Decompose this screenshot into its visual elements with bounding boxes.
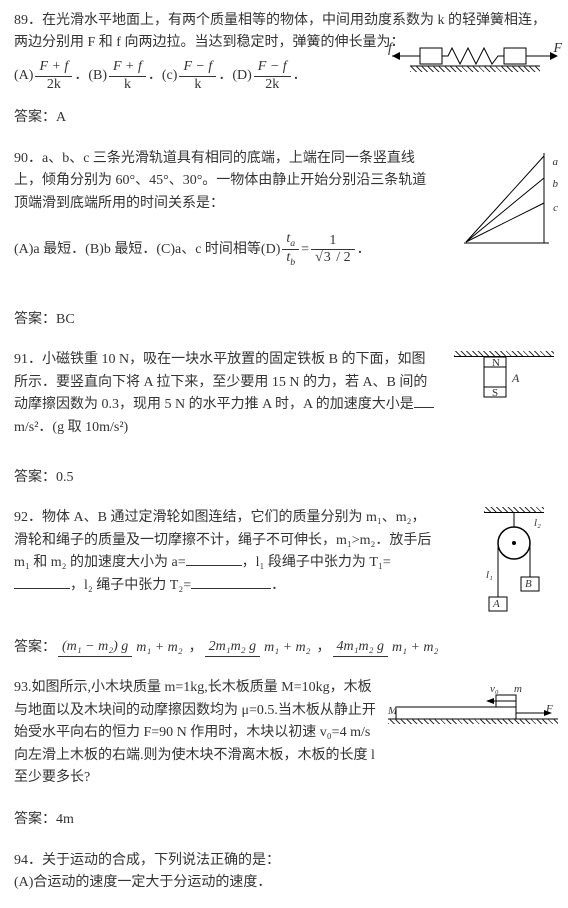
problem-94: 94．关于运动的合成，下列说法正确的是： (A)合运动的速度一定大于分运动的速度…	[14, 850, 554, 895]
q89-C-num: F − f	[179, 59, 216, 77]
q92-stem-2: ，l₁ 段绳子中张力为 T₁=	[242, 555, 391, 570]
q92-ans2-den: m₁ + m₂	[260, 640, 314, 657]
q94-stem: 94．关于运动的合成，下列说法正确的是：	[14, 850, 554, 872]
q89-D-frac: F − f 2k	[254, 59, 291, 94]
q92-blank-t2	[191, 575, 271, 589]
q89-C-label: (c)	[162, 65, 178, 87]
ground-hatch-icon-93	[388, 719, 558, 724]
q90-D-eq: =	[301, 239, 309, 261]
q90-D-rnum: 1	[311, 233, 355, 251]
q92-blank-a	[186, 552, 242, 566]
q92-fig-l2: l₂	[534, 515, 541, 533]
q89-A-tail: ．	[74, 65, 88, 87]
q91-blank	[414, 394, 434, 408]
q89-A-num: F + f	[35, 59, 72, 77]
q89-B-label: (B)	[88, 65, 107, 87]
problem-92: 92．物体 A、B 通过定滑轮如图连结，它们的质量分别为 m₁、m₂，滑轮和绳子…	[14, 507, 554, 659]
q89-options: (A) F + f 2k ． (B) F + f k ． (c) F − f k…	[14, 59, 394, 94]
magnet-icon	[454, 351, 554, 411]
q90-A: (A)a 最短．	[14, 239, 85, 261]
q91-stem-1: 91．小磁铁重 10 N，吸在一块水平放置的固定铁板 B 的下面，如图所示．要竖…	[14, 352, 427, 412]
q91-figure: N S A	[454, 351, 554, 411]
q92-stem: 92．物体 A、B 通过定滑轮如图连结，它们的质量分别为 m₁、m₂，滑轮和绳子…	[14, 507, 434, 597]
q91-fig-S: S	[492, 385, 498, 403]
q93-fig-v0: v₀	[490, 681, 499, 699]
q89-answer: 答案：A	[14, 107, 554, 129]
q89-fig-f: f	[388, 38, 392, 60]
q89-C-frac: F − f k	[179, 59, 216, 94]
q90-D-rden: √3 / 2	[311, 250, 355, 267]
q93-answer: 答案：4m	[14, 809, 554, 831]
q89-C-tail: ．	[218, 65, 232, 87]
q92-fig-l1: l₁	[486, 567, 493, 585]
q89-fig-F: F	[553, 38, 562, 60]
q90-D-lden: tb	[282, 250, 299, 269]
q94-A: (A)合运动的速度一定大于分运动的速度．	[14, 872, 554, 894]
q91-stem-2: m/s²．(g 取 10m/s²)	[14, 420, 128, 435]
q92-ans2-frac: 2m₁m₂ g m₁ + m₂	[205, 639, 315, 657]
q92-ans3-frac: 4m₁m₂ g m₁ + m₂	[333, 639, 443, 657]
ground-hatch-icon	[410, 66, 540, 72]
q93-figure: M v₀ m F	[388, 683, 558, 733]
q92-ans1-num: (m₁ − m₂) g	[58, 639, 132, 657]
q89-A-label: (A)	[14, 65, 33, 87]
q90-stem: 90．a、b、c 三条光滑轨道具有相同的底端，上端在同一条竖直线上，倾角分别为 …	[14, 148, 434, 215]
problem-90: 90．a、b、c 三条光滑轨道具有相同的底端，上端在同一条竖直线上，倾角分别为 …	[14, 148, 554, 332]
q91-answer: 答案：0.5	[14, 467, 554, 489]
q89-D-den: 2k	[254, 77, 291, 94]
spring-blocks-icon	[390, 46, 560, 80]
q89-A-frac: F + f 2k	[35, 59, 72, 94]
q92-ans3-num: 4m₁m₂ g	[333, 639, 388, 657]
q89-D-label: (D)	[232, 65, 251, 87]
q92-ans1-den: m₁ + m₂	[132, 640, 186, 657]
q92-answer-label: 答案：	[14, 637, 56, 659]
q93-stem: 93.如图所示,小木块质量 m=1kg,长木板质量 M=10kg，木板与地面以及…	[14, 677, 384, 789]
q92-ans1-frac: (m₁ − m₂) g m₁ + m₂	[58, 639, 187, 657]
q92-figure: l₂ l₁ A B	[474, 507, 554, 617]
q90-answer: 答案：BC	[14, 309, 554, 331]
q90-D-tail: ．	[357, 239, 371, 261]
q89-D-num: F − f	[254, 59, 291, 77]
q90-D-lfrac: ta tb	[282, 231, 299, 269]
q91-stem: 91．小磁铁重 10 N，吸在一块水平放置的固定铁板 B 的下面，如图所示．要竖…	[14, 349, 434, 439]
pulley-icon	[474, 507, 554, 617]
q93-fig-F: F	[546, 701, 553, 719]
q90-fig-a: a	[553, 154, 559, 172]
q89-B-den: k	[109, 77, 146, 94]
q90-D-rfrac: 1 √3 / 2	[311, 233, 355, 268]
problem-91: 91．小磁铁重 10 N，吸在一块水平放置的固定铁板 B 的下面，如图所示．要竖…	[14, 349, 554, 489]
q91-fig-A: A	[512, 369, 519, 388]
q93-fig-m: m	[514, 681, 522, 699]
q89-B-num: F + f	[109, 59, 146, 77]
q92-sep1: ，	[189, 637, 203, 659]
q92-stem-4: ．	[271, 578, 285, 593]
q89-B-frac: F + f k	[109, 59, 146, 94]
q92-stem-3: ，l₂ 绳子中张力 T₂=	[70, 578, 191, 593]
q92-ans3-den: m₁ + m₂	[388, 640, 442, 657]
q89-A-den: 2k	[35, 77, 72, 94]
q92-answer: 答案： (m₁ − m₂) g m₁ + m₂ ， 2m₁m₂ g m₁ + m…	[14, 637, 554, 659]
q89-D-tail: ．	[293, 65, 307, 87]
q92-fig-B: B	[525, 576, 532, 594]
q90-fig-b: b	[553, 176, 559, 194]
problem-89: 89．在光滑水平地面上，有两个质量相等的物体，中间用劲度系数为 k 的轻弹簧相连…	[14, 10, 554, 130]
q92-blank-t1	[14, 575, 70, 589]
problem-93: 93.如图所示,小木块质量 m=1kg,长木板质量 M=10kg，木板与地面以及…	[14, 677, 554, 831]
q92-fig-A: A	[493, 596, 500, 614]
q90-B: (B)b 最短．	[85, 239, 156, 261]
q90-figure: a b c	[454, 148, 554, 248]
incline-tracks-icon	[454, 148, 554, 248]
q91-fig-N: N	[492, 355, 500, 373]
q89-figure: f F	[390, 46, 560, 80]
q92-sep2: ，	[317, 637, 331, 659]
q93-fig-M: M	[388, 703, 397, 721]
board-block-icon	[388, 683, 558, 733]
q89-C-den: k	[179, 77, 216, 94]
q90-fig-c: c	[553, 200, 558, 218]
q90-D-lnum: ta	[282, 231, 299, 251]
q89-B-tail: ．	[148, 65, 162, 87]
q92-ans2-num: 2m₁m₂ g	[205, 639, 260, 657]
q90-D-label: (D)	[261, 239, 280, 261]
q90-C: (C)a、c 时间相等	[156, 239, 261, 261]
